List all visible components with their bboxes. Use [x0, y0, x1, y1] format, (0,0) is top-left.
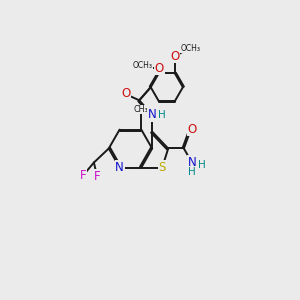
Text: O: O	[121, 87, 130, 100]
Text: N: N	[148, 108, 157, 121]
Text: OCH₃: OCH₃	[132, 61, 152, 70]
Text: S: S	[158, 161, 166, 174]
Text: O: O	[187, 122, 196, 136]
Text: O: O	[155, 61, 164, 75]
Text: O: O	[170, 50, 179, 63]
Text: CH₃: CH₃	[134, 105, 149, 114]
Text: OCH₃: OCH₃	[181, 44, 200, 52]
Text: H: H	[198, 160, 206, 170]
Text: H: H	[158, 110, 166, 120]
Text: N: N	[115, 161, 124, 174]
Text: H: H	[188, 167, 196, 177]
Text: F: F	[80, 169, 87, 182]
Text: N: N	[188, 156, 196, 169]
Text: F: F	[94, 170, 101, 183]
